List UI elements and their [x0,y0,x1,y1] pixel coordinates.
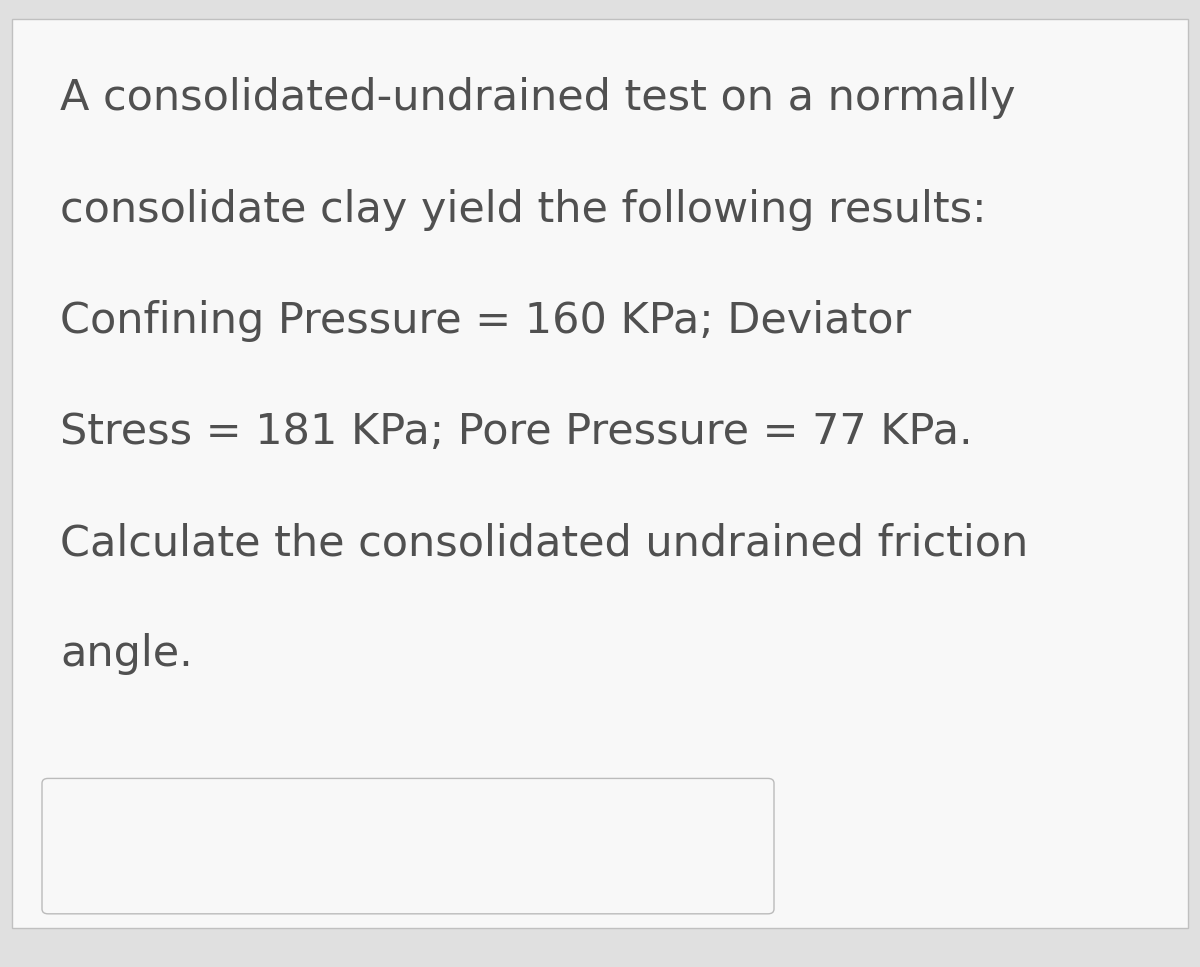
Text: A consolidated-undrained test on a normally: A consolidated-undrained test on a norma… [60,77,1015,119]
Text: angle.: angle. [60,633,193,675]
FancyBboxPatch shape [42,778,774,914]
Text: Stress = 181 KPa; Pore Pressure = 77 KPa.: Stress = 181 KPa; Pore Pressure = 77 KPa… [60,411,973,453]
Text: Calculate the consolidated undrained friction: Calculate the consolidated undrained fri… [60,522,1028,564]
Text: consolidate clay yield the following results:: consolidate clay yield the following res… [60,189,986,230]
Text: Confining Pressure = 160 KPa; Deviator: Confining Pressure = 160 KPa; Deviator [60,300,911,341]
FancyBboxPatch shape [12,19,1188,928]
